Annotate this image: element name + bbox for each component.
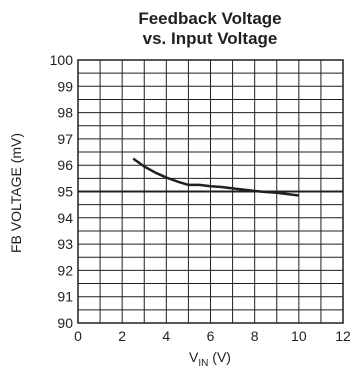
chart-title-line-2: vs. Input Voltage [143,29,278,48]
x-tick-label-6: 12 [335,328,351,344]
series-line-0 [132,157,299,197]
plot-frame [77,59,344,324]
y-tick-label-7: 97 [57,131,73,147]
y-tick-label-4: 94 [57,210,73,226]
chart-title-line-1: Feedback Voltage [138,9,281,28]
x-axis-label-subscript: IN [198,358,208,369]
y-tick-label-6: 96 [57,157,73,173]
x-axis-label-main: V [189,349,199,365]
y-tick-label-0: 90 [57,315,73,331]
x-tick-label-1: 2 [118,328,126,344]
y-tick-label-5: 95 [57,184,73,200]
grid [77,59,344,324]
x-tick-label-5: 10 [291,328,307,344]
y-tick-label-10: 100 [50,52,74,68]
series-layer [132,157,299,197]
y-axis-label: FB VOLTAGE (mV) [8,133,24,253]
y-tick-label-1: 91 [57,289,73,305]
x-axis-label: VIN (V) [189,349,231,369]
y-tick-label-8: 98 [57,105,73,121]
y-tick-label-3: 93 [57,236,73,252]
y-tick-label-2: 92 [57,262,73,278]
y-tick-label-9: 99 [57,78,73,94]
x-tick-label-4: 8 [251,328,259,344]
tick-labels: 0 2 4 6 8 10 12 90 91 92 93 94 95 96 97 98 99 100 [50,52,351,344]
x-tick-label-3: 6 [207,328,215,344]
x-tick-label-0: 0 [74,328,82,344]
x-tick-label-2: 4 [162,328,170,344]
x-axis-label-unit: (V) [208,349,231,365]
